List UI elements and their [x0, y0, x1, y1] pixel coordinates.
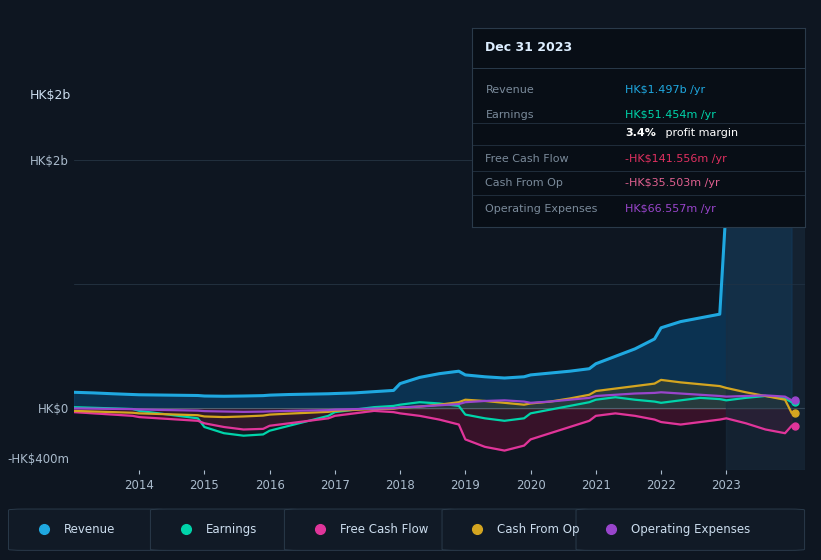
- Text: HK$51.454m /yr: HK$51.454m /yr: [625, 110, 716, 120]
- Text: Earnings: Earnings: [485, 110, 534, 120]
- FancyBboxPatch shape: [576, 509, 805, 550]
- Text: Operating Expenses: Operating Expenses: [631, 522, 750, 536]
- Text: 3.4%: 3.4%: [625, 128, 656, 138]
- Text: Cash From Op: Cash From Op: [485, 178, 563, 188]
- Text: HK$2b: HK$2b: [30, 90, 71, 102]
- Text: Free Cash Flow: Free Cash Flow: [485, 154, 569, 164]
- Text: Dec 31 2023: Dec 31 2023: [485, 41, 572, 54]
- FancyBboxPatch shape: [8, 509, 166, 550]
- Text: Cash From Op: Cash From Op: [498, 522, 580, 536]
- Text: Free Cash Flow: Free Cash Flow: [340, 522, 428, 536]
- Text: -HK$35.503m /yr: -HK$35.503m /yr: [625, 178, 720, 188]
- Text: Earnings: Earnings: [205, 522, 257, 536]
- Bar: [727, 123, 805, 470]
- FancyBboxPatch shape: [150, 509, 300, 550]
- Text: profit margin: profit margin: [662, 128, 738, 138]
- Text: Revenue: Revenue: [485, 85, 534, 95]
- FancyBboxPatch shape: [442, 509, 592, 550]
- Text: HK$1.497b /yr: HK$1.497b /yr: [625, 85, 705, 95]
- Text: Operating Expenses: Operating Expenses: [485, 204, 598, 214]
- Text: HK$66.557m /yr: HK$66.557m /yr: [625, 204, 716, 214]
- Text: -HK$141.556m /yr: -HK$141.556m /yr: [625, 154, 727, 164]
- FancyBboxPatch shape: [284, 509, 458, 550]
- Text: Revenue: Revenue: [64, 522, 115, 536]
